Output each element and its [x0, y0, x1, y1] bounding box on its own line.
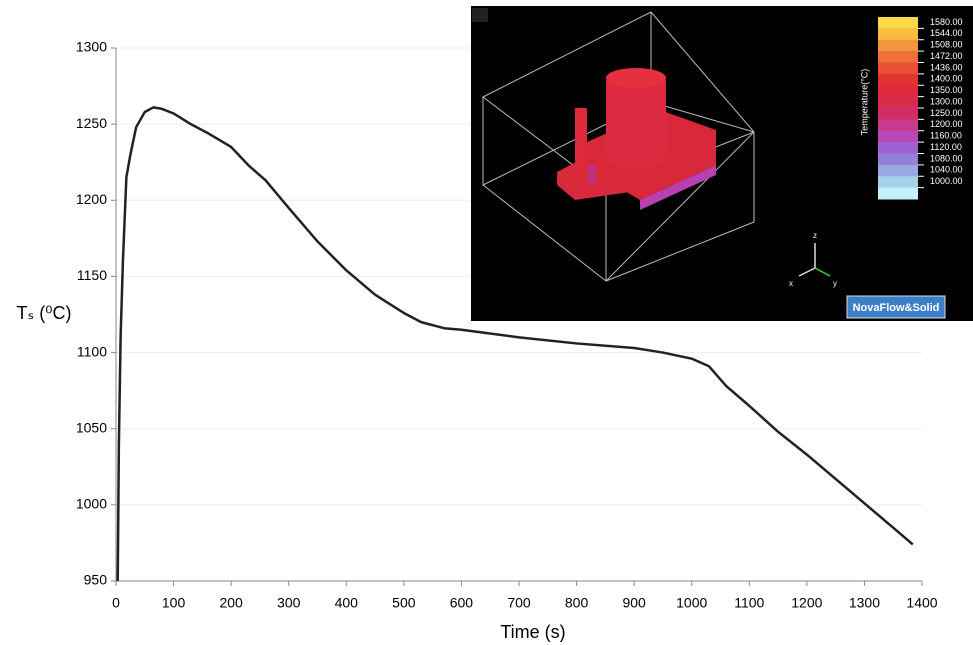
- x-tick-label: 1200: [791, 595, 822, 611]
- y-tick-label: 1300: [76, 39, 107, 55]
- x-tick-label: 500: [392, 595, 416, 611]
- legend-swatch: [878, 142, 918, 154]
- legend-label: 1000.00: [930, 176, 963, 186]
- x-tick-label: 0: [112, 595, 120, 611]
- x-tick-label: 1400: [906, 595, 937, 611]
- legend-swatch: [878, 40, 918, 52]
- logo: NovaFlow&Solid: [853, 302, 940, 314]
- axis-x-label: x: [789, 279, 793, 288]
- legend-label: 1544.00: [930, 28, 963, 38]
- y-tick-label: 1000: [76, 496, 107, 512]
- y-tick-label: 950: [84, 572, 108, 588]
- y-tick-label: 1250: [76, 115, 107, 131]
- x-axis-title: Time (s): [500, 622, 565, 642]
- axis-y-label: y: [833, 279, 837, 288]
- legend-label: 1472.00: [930, 51, 963, 61]
- legend-label: 1508.00: [930, 40, 963, 50]
- x-tick-label: 1100: [734, 595, 764, 611]
- y-axis-title: Tₛ (⁰C): [17, 303, 72, 323]
- legend-swatch: [878, 74, 918, 86]
- legend-title: Temperature(°C): [859, 69, 869, 136]
- chart: Time (s) Tₛ (⁰C) 95010001050110011501200…: [0, 0, 973, 645]
- legend-label: 1080.00: [930, 153, 963, 163]
- axis-z-label: z: [813, 231, 817, 240]
- legend-label: 1120.00: [930, 142, 962, 152]
- x-tick-label: 300: [277, 595, 301, 611]
- x-tick-label: 900: [622, 595, 646, 611]
- legend-swatch: [878, 51, 918, 63]
- legend-swatch: [878, 154, 918, 166]
- legend-label: 1300.00: [930, 96, 963, 106]
- legend-swatch: [878, 119, 918, 131]
- legend-label: 1436.00: [930, 62, 963, 72]
- x-tick-label: 800: [565, 595, 589, 611]
- x-tick-label: 600: [450, 595, 474, 611]
- y-tick-label: 1150: [77, 267, 107, 283]
- legend-swatch: [878, 17, 918, 29]
- legend-swatch: [878, 63, 918, 75]
- y-tick-label: 1050: [76, 419, 107, 435]
- legend-swatch: [878, 188, 918, 200]
- legend-swatch: [878, 165, 918, 177]
- legend-label: 1040.00: [930, 165, 963, 175]
- y-tick-label: 1100: [77, 343, 107, 359]
- x-tick-label: 400: [335, 595, 359, 611]
- legend-label: 1350.00: [930, 85, 963, 95]
- x-tick-label: 700: [507, 595, 531, 611]
- legend-swatch: [878, 176, 918, 188]
- x-tick-label: 1300: [849, 595, 880, 611]
- x-tick-label: 200: [219, 595, 243, 611]
- x-tick-label: 100: [162, 595, 186, 611]
- legend-swatch: [878, 85, 918, 97]
- legend-swatch: [878, 28, 918, 40]
- inset-corner: [472, 8, 488, 22]
- legend-swatch: [878, 131, 918, 143]
- legend-swatch: [878, 97, 918, 109]
- legend-label: 1200.00: [930, 119, 963, 129]
- y-tick-label: 1200: [76, 191, 107, 207]
- legend-label: 1160.00: [930, 131, 962, 141]
- legend-swatch: [878, 108, 918, 120]
- x-tick-label: 1000: [676, 595, 707, 611]
- legend-label: 1580.00: [930, 17, 963, 27]
- legend-label: 1400.00: [930, 74, 963, 84]
- legend-label: 1250.00: [930, 108, 963, 118]
